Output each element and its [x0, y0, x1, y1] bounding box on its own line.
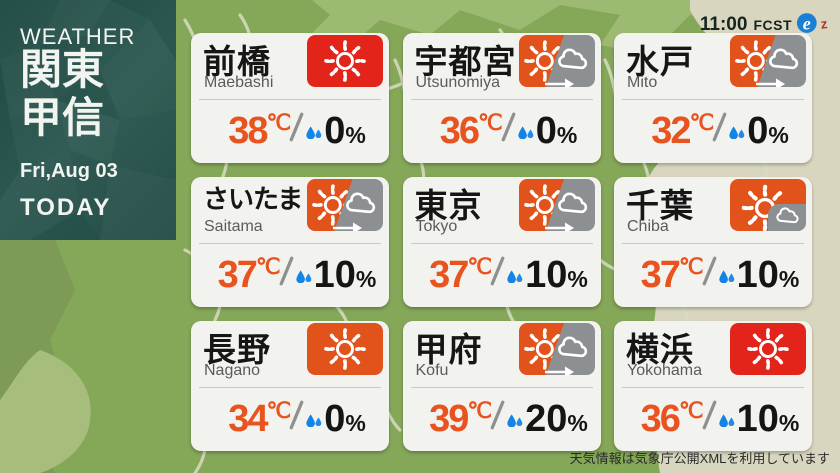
- svg-text:e: e: [803, 13, 811, 33]
- svg-text:z: z: [820, 16, 829, 32]
